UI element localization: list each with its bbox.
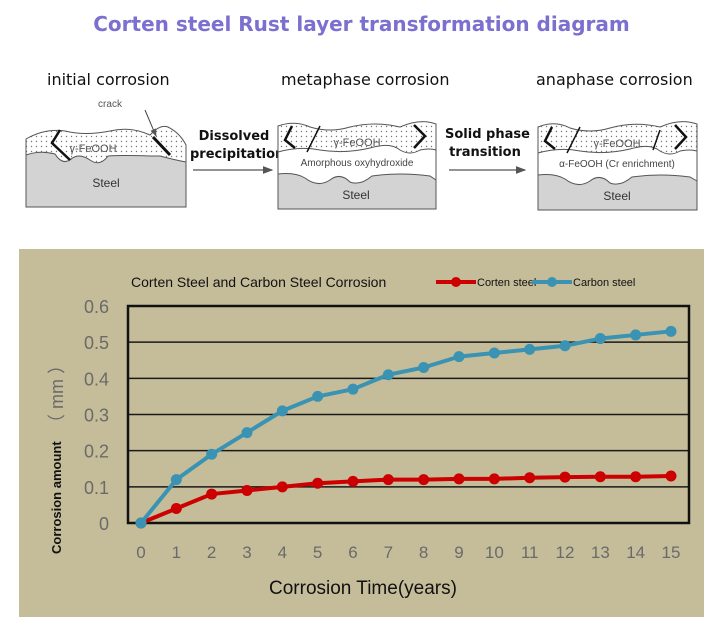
panel-anaphase-corrosion: γ-FeOOH α-FeOOH (Cr enrichment) Steel bbox=[537, 121, 698, 211]
legend-marker bbox=[451, 277, 461, 287]
data-point bbox=[206, 488, 218, 500]
data-point bbox=[206, 448, 218, 460]
data-point bbox=[135, 517, 147, 529]
diagram-title: Corten steel Rust layer transformation d… bbox=[93, 12, 630, 36]
legend-marker bbox=[547, 277, 557, 287]
data-point bbox=[418, 361, 430, 373]
data-point bbox=[559, 340, 571, 352]
stage-label-anaphase: anaphase corrosion bbox=[536, 70, 693, 89]
x-tick-label: 9 bbox=[454, 543, 463, 562]
chart-panel: Corten Steel and Carbon Steel Corrosion … bbox=[19, 249, 704, 617]
data-point bbox=[630, 329, 642, 341]
chart-grid bbox=[126, 304, 691, 525]
x-tick-label: 7 bbox=[384, 543, 393, 562]
data-point bbox=[276, 405, 288, 417]
x-tick-label: 4 bbox=[278, 543, 287, 562]
data-point bbox=[418, 474, 430, 486]
transition-line1: Dissolved bbox=[198, 129, 270, 144]
legend-label: Carbon steel bbox=[573, 277, 635, 289]
x-tick-label: 13 bbox=[591, 543, 610, 562]
legend-label: Corten steel bbox=[477, 277, 536, 289]
data-point bbox=[347, 475, 359, 487]
layer-label: α-FeOOH (Cr enrichment) bbox=[559, 159, 675, 170]
chart-series bbox=[135, 325, 677, 529]
steel-label: Steel bbox=[603, 189, 630, 203]
chart-title: Corten Steel and Carbon Steel Corrosion bbox=[131, 274, 386, 290]
x-tick-label: 10 bbox=[485, 543, 504, 562]
panel-initial-corrosion: crack γ-FeOOH Steel bbox=[25, 99, 187, 208]
transition-line1: Solid phase bbox=[445, 127, 530, 142]
layer-label: Amorphous oxyhydroxide bbox=[301, 158, 414, 169]
y-axis-label: Corrosion amount （ mm ） bbox=[47, 356, 67, 554]
y-tick-label: 0.4 bbox=[84, 369, 109, 389]
y-tick-label: 0.6 bbox=[84, 297, 109, 317]
x-tick-label: 15 bbox=[662, 543, 681, 562]
x-tick-label: 6 bbox=[348, 543, 357, 562]
data-point bbox=[453, 473, 465, 485]
transition-line2: precipitation bbox=[190, 147, 285, 162]
data-point bbox=[665, 470, 677, 482]
x-axis-ticks: 0 1 2 3 4 5 6 7 8 9 10 11 12 13 14 15 bbox=[136, 543, 680, 562]
data-point bbox=[594, 333, 606, 345]
data-point bbox=[524, 472, 536, 484]
data-point bbox=[241, 427, 253, 439]
x-tick-label: 3 bbox=[242, 543, 251, 562]
series-corten-steel bbox=[135, 470, 677, 529]
y-tick-label: 0.1 bbox=[84, 478, 109, 498]
crack-label: crack bbox=[98, 99, 123, 110]
layer-label: γ-FeOOH bbox=[593, 138, 640, 150]
data-point bbox=[594, 471, 606, 483]
x-tick-label: 2 bbox=[207, 543, 216, 562]
layer-label: γ-FeOOH bbox=[69, 143, 116, 155]
panel-metaphase-corrosion: γ-FeOOH Amorphous oxyhydroxide Steel bbox=[277, 121, 437, 210]
data-point bbox=[488, 473, 500, 485]
transition-line2: transition bbox=[449, 145, 521, 160]
steel-label: Steel bbox=[342, 188, 369, 202]
data-point bbox=[488, 347, 500, 359]
y-tick-label: 0.3 bbox=[84, 406, 109, 426]
data-point bbox=[170, 503, 182, 515]
chart-legend: Corten steel Carbon steel bbox=[436, 277, 635, 289]
data-point bbox=[312, 477, 324, 489]
data-point bbox=[453, 351, 465, 363]
x-tick-label: 8 bbox=[419, 543, 428, 562]
x-tick-label: 1 bbox=[172, 543, 181, 562]
data-point bbox=[559, 471, 571, 483]
data-point bbox=[170, 474, 182, 486]
y-axis-ticks: 0 0.1 0.2 0.3 0.4 0.5 0.6 bbox=[84, 297, 109, 534]
data-point bbox=[382, 369, 394, 381]
y-axis-unit: （ mm ） bbox=[47, 356, 67, 432]
y-axis-label-text: Corrosion amount bbox=[49, 441, 64, 554]
x-tick-label: 11 bbox=[521, 543, 539, 562]
x-axis-label: Corrosion Time(years) bbox=[269, 578, 457, 599]
x-tick-label: 14 bbox=[626, 543, 645, 562]
data-point bbox=[347, 383, 359, 395]
data-point bbox=[665, 325, 677, 337]
layer-label: γ-FeOOH bbox=[333, 137, 380, 149]
y-tick-label: 0.2 bbox=[84, 442, 109, 462]
line-chart: Corten Steel and Carbon Steel Corrosion … bbox=[47, 274, 691, 599]
y-tick-label: 0 bbox=[99, 514, 109, 534]
series-carbon-steel bbox=[135, 325, 677, 529]
plot-frame bbox=[126, 304, 691, 525]
data-point bbox=[524, 343, 536, 355]
x-tick-label: 5 bbox=[313, 543, 322, 562]
transition-label-solid-phase: Solid phase transition bbox=[445, 126, 530, 162]
steel-label: Steel bbox=[92, 176, 119, 190]
x-tick-label: 0 bbox=[136, 543, 145, 562]
data-point bbox=[312, 390, 324, 402]
data-point bbox=[382, 474, 394, 486]
rust-layer-diagram: crack γ-FeOOH Steel γ-FeOOH Amorphous ox… bbox=[25, 99, 698, 211]
transition-label-dissolved: Dissolved precipitation bbox=[190, 128, 285, 164]
stage-label-initial: initial corrosion bbox=[47, 70, 170, 89]
data-point bbox=[630, 471, 642, 483]
data-point bbox=[276, 481, 288, 493]
y-tick-label: 0.5 bbox=[84, 333, 109, 353]
x-tick-label: 12 bbox=[556, 543, 575, 562]
stage-label-metaphase: metaphase corrosion bbox=[281, 70, 450, 89]
data-point bbox=[241, 484, 253, 496]
